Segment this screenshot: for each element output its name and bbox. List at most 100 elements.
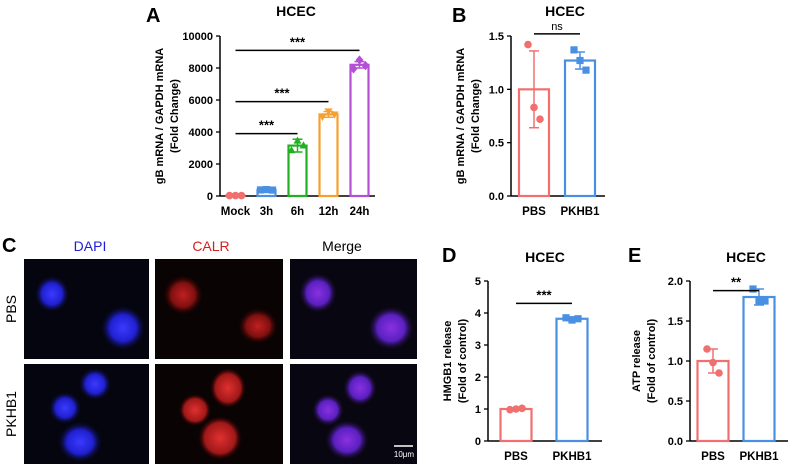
chart-a-point-0-1 — [231, 191, 240, 200]
chart-d-ylabel-line-1: HMGB1 release — [442, 321, 454, 402]
chart-a-point-3-1 — [324, 108, 333, 116]
microscopy-panel: DAPI CALR Merge PBS PKHB1 — [3, 238, 417, 464]
chart-d-title: HCEC — [525, 249, 565, 265]
chart-b-point-0-0 — [524, 40, 532, 49]
chart-e-point-1-2 — [761, 297, 769, 305]
chart-a-category-3: 12h — [319, 206, 339, 218]
image-calr-pbs — [155, 259, 283, 359]
chart-a-point-4-1 — [355, 55, 364, 65]
chart-d-bar-1 — [555, 317, 589, 443]
chart-a-category-1: 3h — [260, 206, 273, 218]
chart-e-ylabel-line-2: (Fold of control) — [646, 319, 658, 404]
chart-b-point-0-1 — [530, 103, 538, 112]
scale-bar-label: 10μm — [394, 450, 415, 459]
chart-a-point-2-2 — [299, 141, 308, 149]
chart-e-point-1-1 — [755, 297, 763, 305]
chart-d-point-1-2 — [574, 315, 582, 323]
chart-a-point-2-1 — [293, 136, 302, 144]
chart-d-ylabel-line-2: (Fold of control) — [457, 319, 469, 404]
chart-a-ytick-label-3: 6000 — [189, 95, 213, 107]
chart-d-ytick-label-5: 5 — [475, 276, 481, 288]
panel-letter-c: C — [2, 235, 16, 257]
chart-b-category-0: PBS — [522, 206, 546, 218]
chart-e-ytick-label-4: 2.0 — [668, 276, 683, 288]
chart-b-ylabel-line-2: (Fold Change) — [470, 79, 482, 153]
row-label-pbs: PBS — [3, 295, 19, 323]
chart-b-ylabel-line-1: gB mRNA / GAPDH mRNA — [455, 48, 467, 185]
chart-e-ytick-label-0: 0.0 — [668, 436, 683, 448]
chart-b-point-1-1 — [576, 56, 584, 65]
column-label-dapi: DAPI — [74, 238, 107, 254]
image-dapi-pkhb1 — [24, 364, 149, 464]
chart-d-point-0-1 — [512, 405, 520, 413]
chart-a-ytick-label-0: 0 — [207, 191, 213, 203]
chart-a-point-3-2 — [330, 111, 339, 119]
chart-a-point-3-0 — [318, 113, 327, 122]
row-label-pkhb1: PKHB1 — [3, 391, 19, 437]
chart-a-ytick-label-2: 4000 — [189, 127, 213, 139]
chart-d-point-1-1 — [568, 316, 576, 324]
chart-d-ytick-label-3: 3 — [475, 340, 481, 352]
chart-d-ytick-label-2: 2 — [475, 372, 481, 384]
chart-a-bar-4 — [349, 63, 370, 198]
image-dapi-pbs — [24, 259, 149, 359]
chart-d-ytick-label-0: 0 — [475, 436, 481, 448]
image-calr-pkhb1 — [155, 364, 283, 464]
chart-a-category-0: Mock — [221, 206, 251, 218]
chart-d-comparison-label-0: *** — [536, 287, 552, 302]
panel-letter-d: D — [442, 245, 456, 267]
chart-b-ytick-label-2: 1.0 — [489, 84, 504, 96]
chart-d-ytick-label-1: 1 — [475, 404, 481, 416]
chart-b-bar-1 — [563, 59, 597, 198]
chart-b-ytick-label-0: 0.0 — [489, 191, 504, 203]
chart-e-bar-1 — [742, 295, 776, 443]
chart-e-atp-release: HCEC ATP release (Fold of control) 0.0 0.5 1.… — [631, 249, 788, 463]
chart-e-ytick-label-3: 1.5 — [668, 316, 683, 328]
chart-a-ytick-label-1: 2000 — [189, 159, 213, 171]
chart-a-bar-3 — [318, 113, 339, 198]
chart-b-category-1: PKHB1 — [561, 206, 601, 218]
chart-e-category-1: PKHB1 — [740, 451, 780, 463]
chart-e-title: HCEC — [726, 249, 766, 265]
chart-d-point-0-0 — [506, 405, 514, 414]
chart-e-ylabel-line-1: ATP release — [631, 330, 643, 392]
chart-d-category-1: PKHB1 — [553, 451, 593, 463]
chart-b-ytick-label-1: 0.5 — [489, 138, 504, 150]
column-label-merge: Merge — [322, 238, 362, 254]
chart-a-ylabel-line-2: (Fold Change) — [169, 79, 181, 153]
chart-d-ytick-label-4: 4 — [475, 308, 482, 320]
chart-b-comparison-label-0: ns — [551, 21, 563, 33]
chart-a-ytick-label-4: 8000 — [189, 63, 213, 75]
chart-a-ylabel-line-1: gB mRNA / GAPDH mRNA — [154, 48, 166, 185]
chart-e-category-0: PBS — [701, 451, 725, 463]
chart-b-point-0-2 — [536, 115, 544, 123]
panel-letter-b: B — [452, 5, 466, 27]
chart-b-point-1-2 — [582, 66, 590, 74]
chart-a-point-1-0 — [256, 186, 265, 194]
chart-d-point-0-2 — [518, 404, 526, 413]
chart-a-point-4-2 — [361, 60, 370, 71]
chart-a-point-4-0 — [349, 64, 358, 74]
chart-b-point-1-0 — [570, 46, 578, 54]
chart-a-comparison-label-1: *** — [274, 86, 290, 101]
chart-a-point-1-1 — [262, 186, 271, 194]
chart-d-category-0: PBS — [504, 451, 528, 463]
chart-b-ytick-label-3: 1.5 — [489, 31, 504, 43]
chart-d-hmgb1-release: HCEC HMGB1 release (Fold of control) 0 1 2 3 4 5… — [442, 249, 602, 463]
chart-a-title: HCEC — [276, 3, 316, 19]
image-merge-pbs — [290, 259, 417, 359]
image-merge-pkhb1: 10μm — [290, 364, 417, 464]
panel-letter-e: E — [628, 245, 641, 267]
panel-letter-a: A — [146, 5, 160, 27]
chart-a-category-2: 6h — [291, 206, 304, 218]
chart-a-ytick-label-5: 10000 — [182, 31, 213, 43]
chart-b-gb-mrna-pkhb1: HCEC gB mRNA / GAPDH mRNA (Fold Change) 0.0… — [455, 3, 605, 218]
chart-a-comparison-label-2: *** — [259, 118, 275, 133]
chart-d-point-1-0 — [562, 314, 570, 322]
chart-a-point-0-2 — [237, 191, 246, 200]
chart-e-comparison-label-0: ** — [731, 275, 742, 290]
chart-b-title: HCEC — [545, 3, 585, 19]
column-label-calr: CALR — [192, 238, 229, 254]
chart-a-point-2-0 — [287, 146, 296, 154]
